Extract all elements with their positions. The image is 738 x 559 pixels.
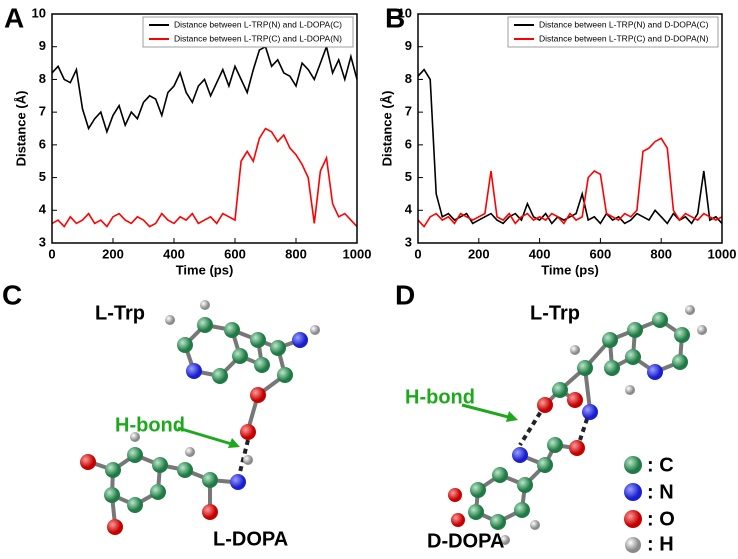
- atom-label: : H: [647, 533, 674, 554]
- atoms-c: [80, 300, 320, 535]
- molecule-label: L-Trp: [530, 302, 580, 324]
- data-line: [51, 127, 358, 228]
- atoms-d: [448, 305, 707, 545]
- plot-frame: [51, 13, 358, 244]
- y-axis-label: Distance (Å): [13, 91, 28, 167]
- data-line: [417, 137, 723, 228]
- panel-label: A: [4, 2, 24, 33]
- molecule-label: L-DOPA: [213, 528, 288, 550]
- x-tick-label: 800: [285, 246, 307, 261]
- molecule-label: L-Trp: [95, 302, 145, 324]
- arrow-head: [506, 411, 518, 422]
- y-tick-label: 5: [39, 169, 46, 184]
- data-line: [417, 68, 723, 225]
- x-tick-label: 600: [224, 246, 246, 261]
- arrow-head: [228, 438, 240, 448]
- molecule-label: D-DOPA: [427, 530, 504, 552]
- atom-legend: : C : N : O : H: [624, 454, 675, 555]
- y-tick-label: 10: [32, 5, 46, 20]
- atom-label: : C: [647, 454, 674, 476]
- legend-label: Distance between L-TRP(C) and L-DOPA(N): [174, 33, 342, 43]
- legend-box: [142, 16, 354, 48]
- x-tick-label: 1000: [343, 246, 372, 261]
- x-axis-label: Time (ps): [176, 262, 234, 277]
- y-tick-label: 5: [405, 169, 412, 184]
- atom-label: : N: [647, 481, 674, 503]
- y-axis-label: Distance (Å): [379, 91, 394, 167]
- legend-label: Distance between L-TRP(N) and L-DOPA(C): [174, 19, 342, 29]
- hbond-label: H-bond: [405, 386, 475, 408]
- panel-label: B: [385, 2, 405, 33]
- panel-label: C: [2, 279, 22, 310]
- y-tick-label: 8: [405, 71, 412, 86]
- hbond-arrow: [177, 426, 236, 447]
- x-tick-label: 400: [529, 246, 551, 261]
- y-tick-label: 8: [39, 71, 46, 86]
- y-tick-label: 7: [39, 104, 46, 119]
- y-tick-label: 6: [405, 136, 412, 151]
- x-tick-label: 1000: [708, 246, 737, 261]
- hbond-label: H-bond: [115, 414, 185, 436]
- legend-label: Distance between L-TRP(N) and D-DOPA(C): [539, 19, 709, 29]
- x-tick-label: 400: [163, 246, 185, 261]
- y-tick-label: 9: [39, 38, 46, 53]
- y-tick-label: 3: [405, 234, 412, 249]
- x-tick-label: 600: [590, 246, 612, 261]
- plot-frame: [417, 13, 723, 244]
- x-axis-label: Time (ps): [541, 262, 599, 277]
- y-tick-label: 7: [405, 104, 412, 119]
- data-line: [51, 43, 358, 135]
- hbond-arrow: [461, 403, 513, 420]
- y-tick-label: 4: [405, 202, 413, 217]
- legend-box: [507, 16, 719, 48]
- y-tick-label: 10: [398, 5, 412, 20]
- y-tick-label: 9: [405, 38, 412, 53]
- x-tick-label: 200: [468, 246, 490, 261]
- y-tick-label: 6: [39, 136, 46, 151]
- x-tick-label: 0: [48, 246, 55, 261]
- y-tick-label: 3: [39, 234, 46, 249]
- x-tick-label: 200: [102, 246, 124, 261]
- panel-label: D: [395, 279, 415, 310]
- x-tick-label: 0: [414, 246, 421, 261]
- y-tick-label: 4: [39, 202, 47, 217]
- x-tick-label: 800: [650, 246, 672, 261]
- atom-label: : O: [647, 508, 675, 530]
- legend-label: Distance between L-TRP(C) and D-DOPA(N): [539, 33, 709, 43]
